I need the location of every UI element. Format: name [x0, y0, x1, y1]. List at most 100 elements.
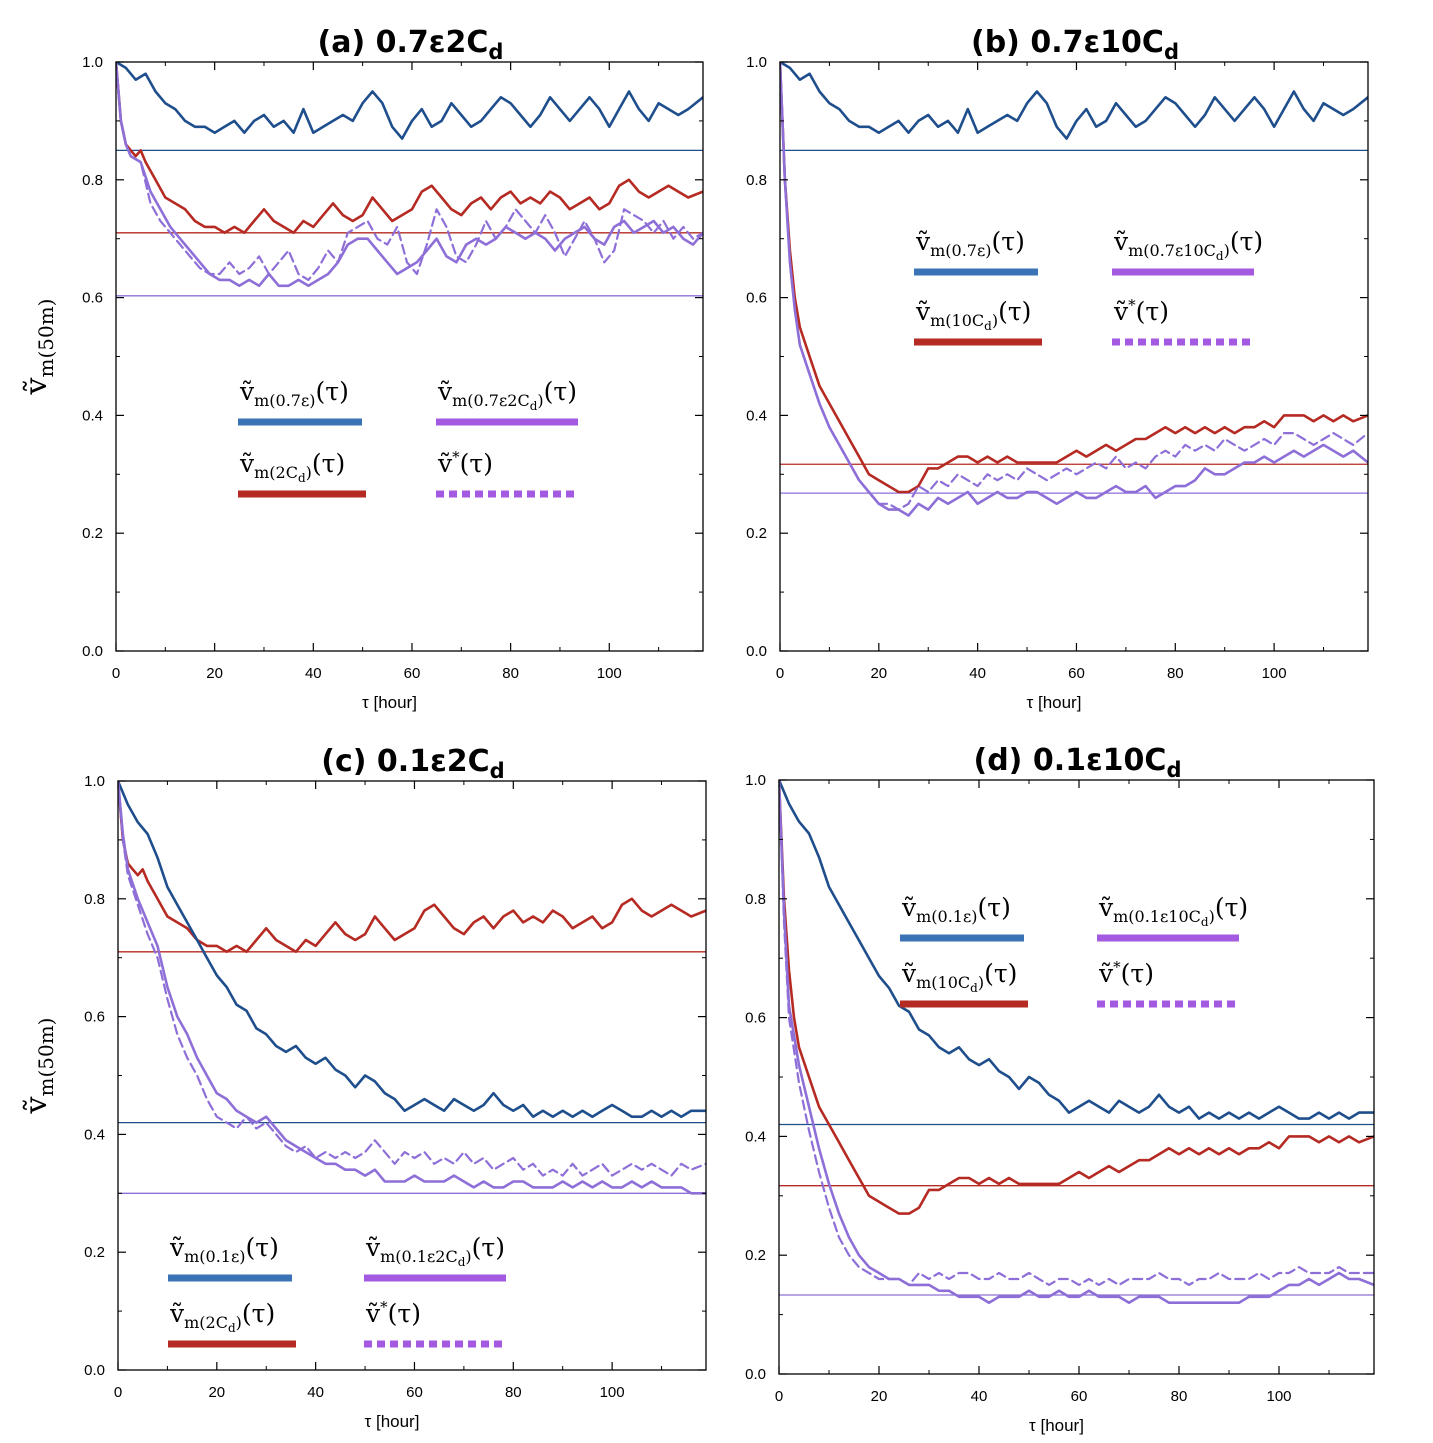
x-axis-label: τ [hour] — [362, 693, 417, 712]
series-line-purple — [116, 62, 703, 288]
panel-title: (d) 0.1ε10Cd — [974, 743, 1182, 782]
legend-item: ṽ*(τ) — [1112, 296, 1252, 346]
x-tick-label: 0 — [112, 665, 120, 682]
legend-label: ṽm(0.1ε2Cd)(τ) — [365, 1233, 505, 1269]
y-tick-label: 1.0 — [82, 54, 103, 71]
legend-item: ṽm(0.7ε10Cd)(τ) — [1112, 227, 1263, 276]
y-tick-label: 0.6 — [84, 1009, 105, 1026]
x-tick-label: 20 — [206, 665, 223, 682]
y-tick-label: 0.0 — [745, 1366, 766, 1383]
legend-label: ṽ*(τ) — [365, 1298, 421, 1328]
series-group — [118, 781, 706, 1195]
x-tick-label: 80 — [502, 665, 519, 682]
series-line-purple — [780, 62, 1368, 517]
series-line-red — [779, 780, 1374, 1215]
x-tick-label: 80 — [1167, 665, 1184, 682]
series-line-red — [116, 62, 703, 235]
y-tick-label: 0.4 — [745, 1128, 766, 1145]
series-line-purple-dashed — [118, 781, 706, 1177]
series-line-blue — [780, 62, 1368, 140]
legend-item: ṽ*(τ) — [1097, 958, 1237, 1008]
y-axis-label: ṽm(50m) — [19, 1018, 58, 1115]
x-tick-label: 60 — [404, 665, 421, 682]
legend-label: ṽm(0.7ε)(τ) — [239, 377, 349, 410]
legend-label: ṽm(2Cd)(τ) — [169, 1299, 275, 1335]
series-group — [116, 62, 703, 288]
y-tick-label: 0.4 — [82, 407, 103, 424]
y-tick-label: 0.8 — [746, 172, 767, 189]
y-tick-label: 0.0 — [82, 643, 103, 660]
legend-label: ṽm(0.1ε)(τ) — [901, 893, 1011, 926]
y-tick-label: 1.0 — [745, 772, 766, 789]
panel-a: (a) 0.7ε2Cd 0.0 0.2 0.4 0.6 0.8 1.0 0 20 40 60 80 10… — [19, 25, 704, 712]
x-tick-label: 20 — [208, 1384, 225, 1401]
y-tick-label: 0.2 — [84, 1244, 105, 1261]
x-tick-label: 0 — [776, 665, 784, 682]
y-tick-label: 0.4 — [746, 407, 767, 424]
legend-item: ṽ*(τ) — [364, 1298, 504, 1348]
x-tick-label: 40 — [969, 665, 986, 682]
x-tick-label: 60 — [406, 1384, 423, 1401]
series-line-blue — [118, 781, 706, 1118]
legend-item: ṽm(2Cd)(τ) — [238, 449, 366, 498]
y-tick-label: 0.0 — [746, 643, 767, 660]
y-tick-label: 0.6 — [746, 290, 767, 307]
series-line-purple — [779, 780, 1374, 1304]
x-tick-label: 80 — [505, 1384, 522, 1401]
x-tick-label: 100 — [1262, 665, 1287, 682]
panel-title: (b) 0.7ε10Cd — [971, 25, 1179, 64]
y-tick-label: 1.0 — [746, 54, 767, 71]
x-tick-label: 60 — [1071, 1388, 1088, 1405]
legend-item: ṽm(0.1ε)(τ) — [168, 1233, 292, 1282]
series-line-purple-dashed — [116, 62, 703, 281]
legend-label: ṽm(0.7ε)(τ) — [915, 227, 1025, 260]
legend-label: ṽm(0.7ε10Cd)(τ) — [1113, 227, 1263, 263]
y-tick-label: 0.8 — [84, 891, 105, 908]
x-tick-label: 20 — [870, 665, 887, 682]
panel-title: (c) 0.1ε2Cd — [321, 744, 504, 783]
series-line-purple-dashed — [779, 780, 1374, 1286]
legend-label: ṽm(0.7ε2Cd)(τ) — [437, 377, 577, 413]
x-tick-label: 60 — [1068, 665, 1085, 682]
x-tick-label: 0 — [114, 1384, 122, 1401]
x-tick-label: 80 — [1171, 1388, 1188, 1405]
y-tick-label: 0.2 — [746, 525, 767, 542]
legend-label: ṽ*(τ) — [1113, 296, 1169, 326]
x-tick-label: 20 — [871, 1388, 888, 1405]
legend-item: ṽm(10Cd)(τ) — [914, 297, 1042, 346]
series-line-blue — [779, 780, 1374, 1120]
x-tick-label: 100 — [600, 1384, 625, 1401]
series-group — [779, 780, 1374, 1304]
legend-item: ṽm(0.7ε)(τ) — [238, 377, 362, 426]
legend-item: ṽm(2Cd)(τ) — [168, 1299, 296, 1348]
y-tick-label: 0.8 — [82, 172, 103, 189]
y-tick-label: 0.0 — [84, 1362, 105, 1379]
x-tick-label: 40 — [307, 1384, 324, 1401]
x-tick-label: 100 — [1266, 1388, 1291, 1405]
series-line-red — [780, 62, 1368, 494]
series-line-blue — [116, 62, 703, 140]
legend-label: ṽm(2Cd)(τ) — [239, 449, 345, 485]
series-group — [780, 62, 1368, 517]
y-tick-label: 0.6 — [745, 1010, 766, 1027]
panel-c: (c) 0.1ε2Cd 0.0 0.2 0.4 0.6 0.8 1.0 0 20 40 60 80 10… — [19, 744, 707, 1431]
legend-label: ṽ*(τ) — [437, 448, 493, 478]
x-tick-label: 100 — [597, 665, 622, 682]
legend-item: ṽ*(τ) — [436, 448, 576, 498]
legend-label: ṽm(0.1ε)(τ) — [169, 1233, 279, 1266]
x-axis-label: τ [hour] — [1027, 693, 1082, 712]
x-tick-label: 40 — [305, 665, 322, 682]
legend-item: ṽm(10Cd)(τ) — [900, 959, 1028, 1008]
x-tick-label: 0 — [775, 1388, 783, 1405]
legend-item: ṽm(0.1ε2Cd)(τ) — [364, 1233, 506, 1282]
legend-label: ṽm(10Cd)(τ) — [915, 297, 1031, 333]
x-tick-label: 40 — [971, 1388, 988, 1405]
y-tick-label: 0.4 — [84, 1126, 105, 1143]
legend-item: ṽm(0.7ε2Cd)(τ) — [436, 377, 578, 426]
legend-item: ṽm(0.7ε)(τ) — [914, 227, 1038, 276]
panel-title: (a) 0.7ε2Cd — [318, 25, 504, 64]
x-axis-label: τ [hour] — [365, 1412, 420, 1431]
y-tick-label: 0.2 — [82, 525, 103, 542]
panel-b: (b) 0.7ε10Cd 0.0 0.2 0.4 0.6 0.8 1.0 0 20 40 60 80 1… — [746, 25, 1369, 712]
